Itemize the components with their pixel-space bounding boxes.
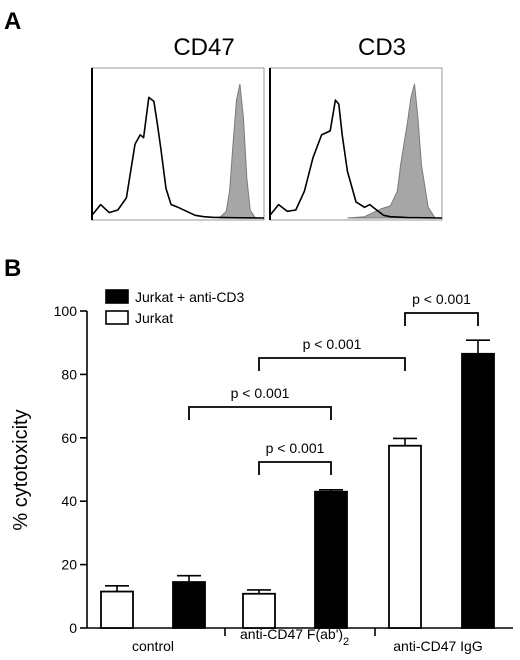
histogram-filled-peak bbox=[347, 83, 436, 219]
histogram-title-cd47: CD47 bbox=[173, 34, 234, 61]
histogram-cd47 bbox=[91, 67, 265, 221]
significance-bracket bbox=[258, 357, 406, 371]
p-value-label: p < 0.001 bbox=[231, 385, 290, 401]
bar-jurkat-0 bbox=[100, 590, 134, 629]
category-label-control: control bbox=[132, 638, 174, 654]
histogram-title-cd3: CD3 bbox=[358, 34, 406, 61]
significance-bracket bbox=[258, 461, 332, 475]
histogram-filled-peak bbox=[218, 83, 257, 219]
histogram-open-curve bbox=[91, 96, 265, 219]
category-label-fab2-subscript: 2 bbox=[343, 636, 349, 648]
y-tick-label: 60 bbox=[61, 430, 77, 446]
bar-jurkat-anti-cd3-0 bbox=[172, 581, 206, 629]
p-value-label: p < 0.001 bbox=[266, 440, 325, 456]
p-value-label: p < 0.001 bbox=[412, 291, 471, 307]
category-label-fab2-text: anti-CD47 F(ab') bbox=[240, 626, 343, 642]
p-value-label: p < 0.001 bbox=[303, 336, 362, 352]
legend-swatch bbox=[105, 310, 129, 325]
panel-b-letter: B bbox=[4, 255, 21, 282]
y-tick-label: 20 bbox=[61, 557, 77, 573]
y-tick-label: 0 bbox=[69, 620, 77, 636]
histogram-open-curve bbox=[269, 99, 443, 219]
bar-chart: 0 20 40 60 80 100 p < 0.001 p < 0.001 p < 0.001 p… bbox=[54, 289, 513, 636]
legend-swatch bbox=[105, 289, 129, 304]
y-axis-title: % cytotoxicity bbox=[10, 409, 32, 530]
significance-bracket bbox=[188, 406, 332, 420]
bar-jurkat-2 bbox=[388, 444, 422, 629]
legend-label: Jurkat bbox=[135, 310, 173, 326]
panel-a-letter: A bbox=[4, 8, 21, 35]
bar-jurkat-1 bbox=[242, 592, 276, 629]
y-tick-label: 100 bbox=[54, 303, 78, 319]
y-tick-label: 80 bbox=[61, 366, 77, 382]
category-label-igg: anti-CD47 IgG bbox=[393, 638, 482, 654]
histogram-cd3 bbox=[269, 67, 443, 221]
category-label-fab2: anti-CD47 F(ab')2 bbox=[240, 626, 349, 648]
bar-jurkat-anti-cd3-2 bbox=[461, 352, 495, 629]
bar-jurkat-anti-cd3-1 bbox=[314, 490, 348, 629]
legend-label: Jurkat + anti-CD3 bbox=[135, 289, 245, 305]
y-tick-label: 40 bbox=[61, 493, 77, 509]
significance-bracket bbox=[404, 312, 479, 326]
